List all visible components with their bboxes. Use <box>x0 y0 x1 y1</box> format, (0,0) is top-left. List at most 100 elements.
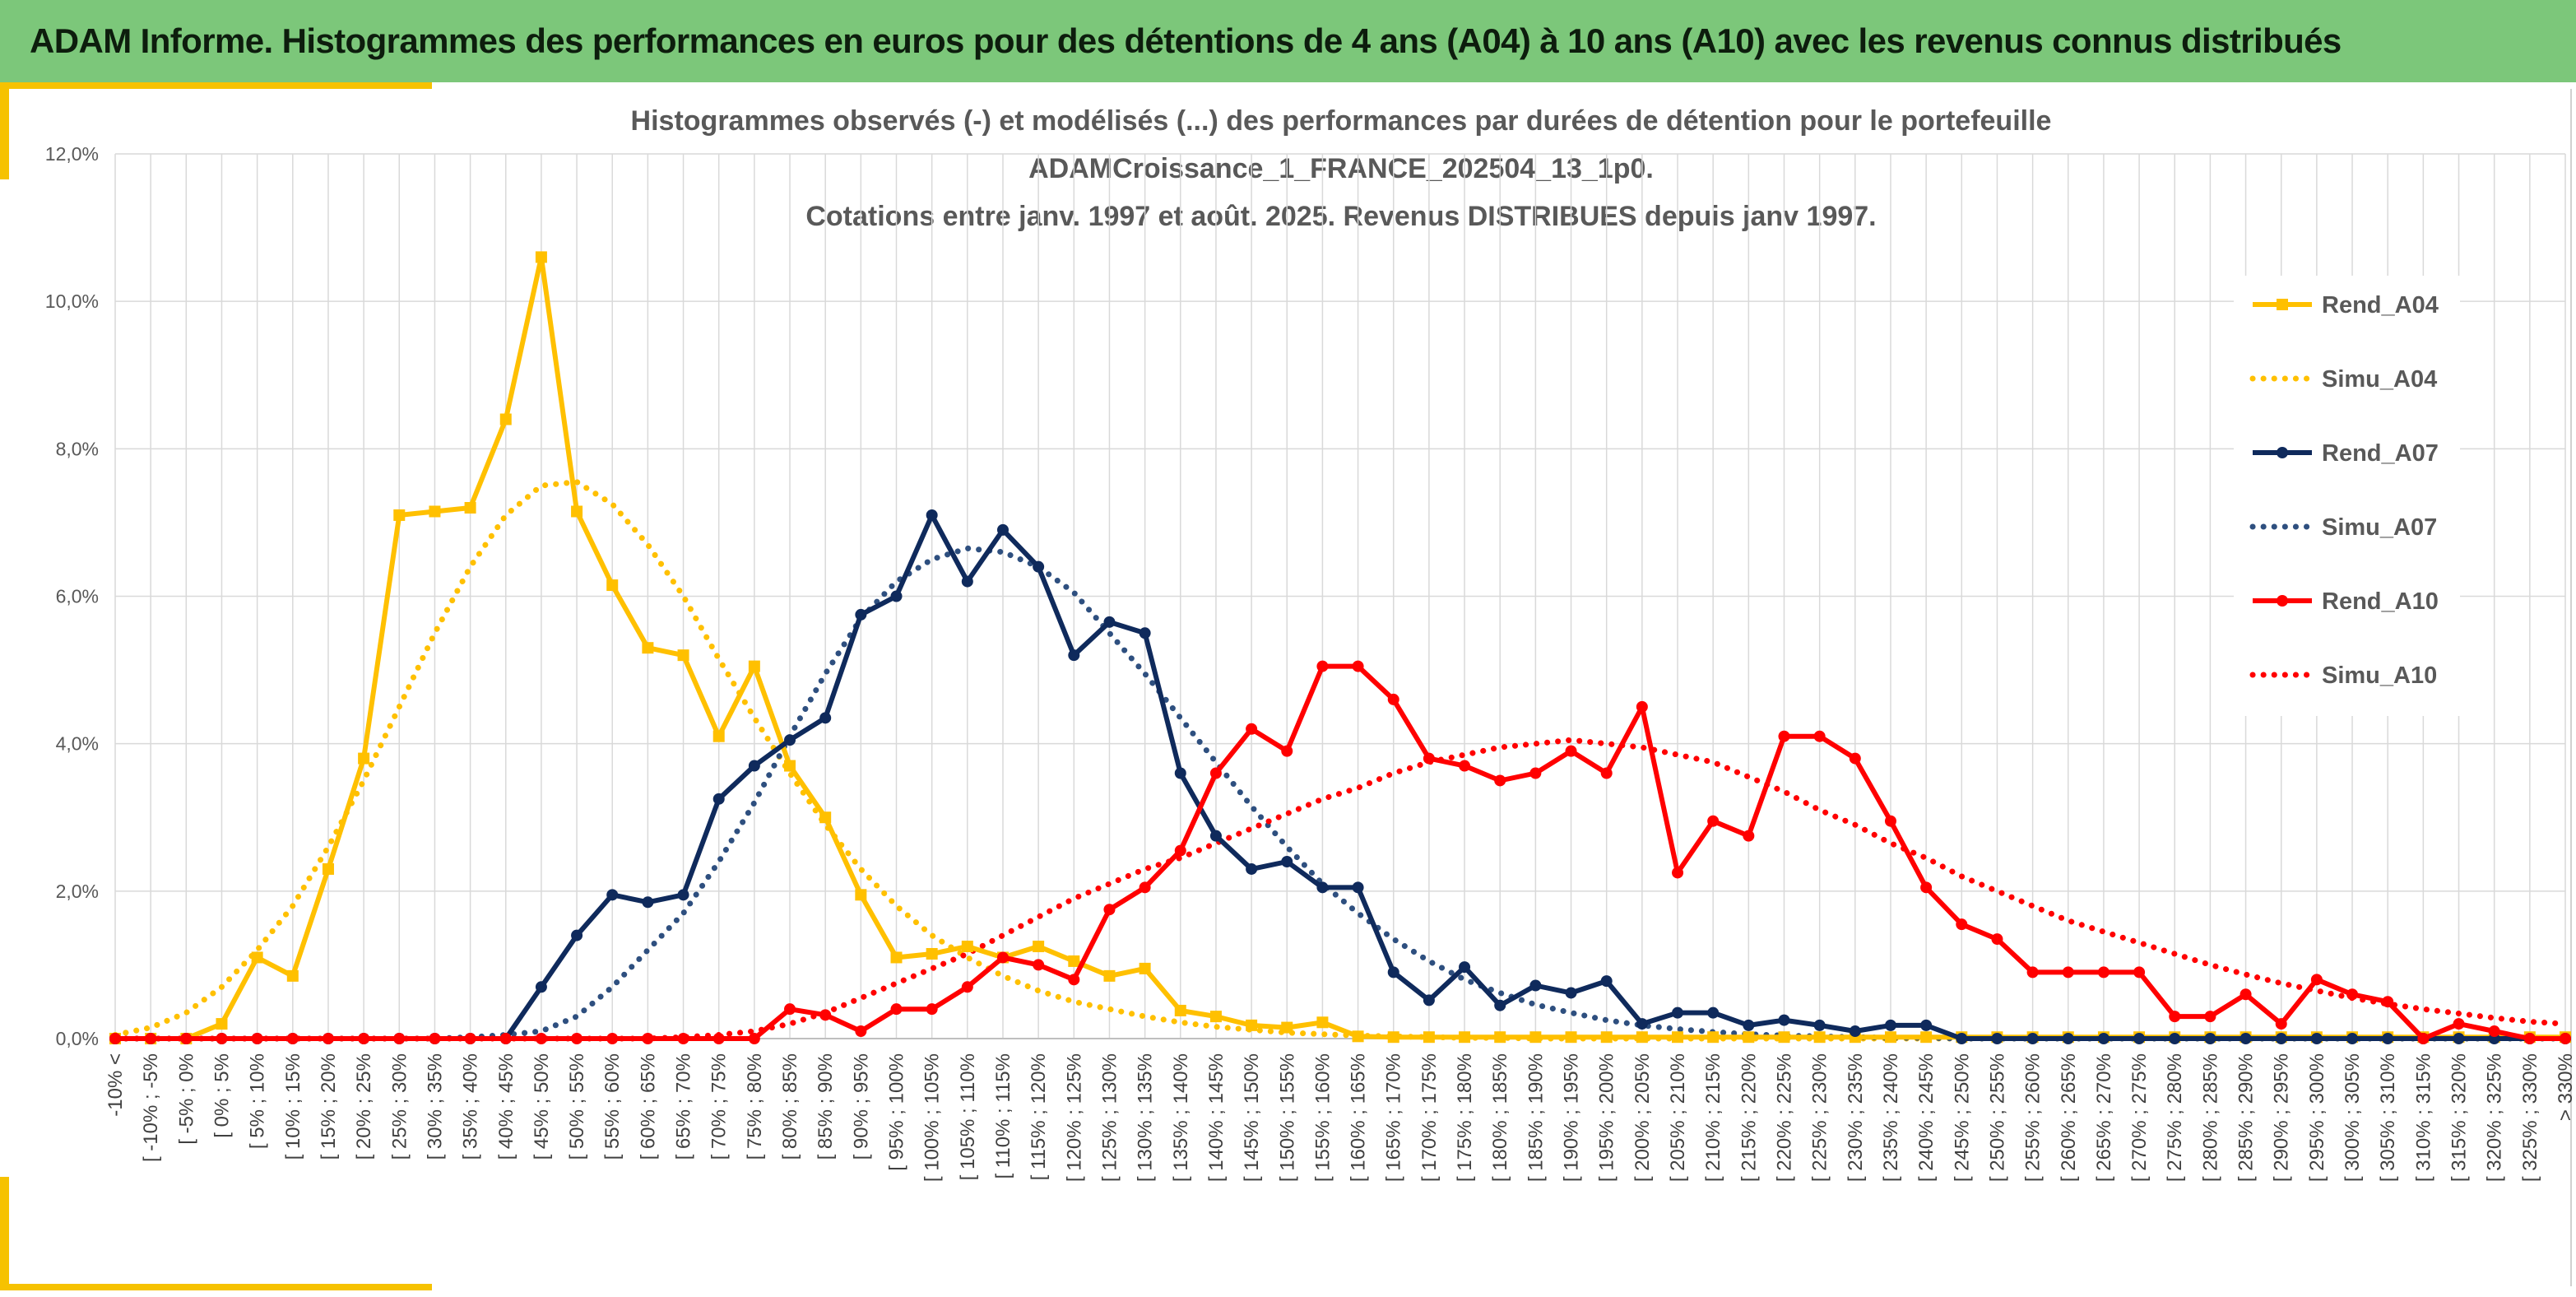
data-point <box>1246 862 1258 875</box>
legend-box <box>2234 276 2460 716</box>
data-point <box>784 734 796 746</box>
x-tick-label: [ 80% ; 85% <box>779 1053 801 1160</box>
x-tick-label: [ 185% ; 190% <box>1525 1053 1547 1182</box>
data-point <box>855 608 867 621</box>
data-point <box>1494 774 1506 787</box>
chart-title-line-1: Histogrammes observés (-) et modélisés (… <box>631 105 2052 137</box>
data-point <box>1459 1031 1471 1044</box>
data-point <box>2133 966 2146 979</box>
x-tick-label: > 330% <box>2555 1053 2576 1121</box>
x-tick-label: [ 225% ; 230% <box>1809 1053 1831 1182</box>
data-point <box>1849 1025 1861 1038</box>
y-tick-label: 8,0% <box>56 438 99 459</box>
x-tick-label: [ 40% ; 45% <box>495 1053 518 1160</box>
data-point <box>499 1033 512 1044</box>
data-point <box>819 811 832 824</box>
x-tick-label: [ 145% ; 150% <box>1241 1053 1263 1182</box>
accent-bar-top <box>0 82 432 89</box>
data-point <box>1529 979 1542 992</box>
data-point <box>1778 1014 1790 1026</box>
data-point <box>1209 767 1222 779</box>
chart-legend: Rend_A04 Simu_A04 Rend_A07 Simu_A07 Rend_A10… <box>2234 276 2460 716</box>
data-point <box>677 1033 689 1044</box>
series-rend-a04 <box>109 251 2571 1044</box>
data-point <box>606 889 619 901</box>
data-point <box>1033 560 1045 573</box>
data-point <box>535 981 547 993</box>
legend-marker <box>2277 299 2288 310</box>
data-point <box>1529 767 1542 779</box>
accent-bar-left-top <box>0 82 9 179</box>
series-simu-a04 <box>112 478 2569 1042</box>
data-point <box>1565 987 1577 999</box>
data-point <box>2097 1033 2110 1044</box>
x-tick-label: [ 65% ; 70% <box>673 1053 695 1160</box>
accent-bar-left-bottom <box>0 1177 9 1290</box>
legend-item-simu-a10: Simu_A10 <box>2249 662 2437 689</box>
data-point <box>145 1033 157 1044</box>
x-tick-label: [ 165% ; 170% <box>1383 1053 1405 1182</box>
x-tick-label: [ 265% ; 270% <box>2093 1053 2115 1182</box>
legend-item-simu-a04: Simu_A04 <box>2249 366 2437 393</box>
accent-bar-bottom <box>0 1284 432 1290</box>
x-tick-label: [ 55% ; 60% <box>601 1053 624 1160</box>
data-point <box>216 1018 228 1030</box>
data-point <box>2453 1018 2465 1030</box>
series-line-rend_a10 <box>115 663 2565 1041</box>
data-point <box>2133 1033 2146 1044</box>
x-tick-label: [ 270% ; 275% <box>2128 1053 2151 1182</box>
data-point <box>642 642 654 654</box>
data-point <box>1672 867 1684 879</box>
data-point <box>926 1003 938 1016</box>
x-tick-label: [ 45% ; 50% <box>531 1053 553 1160</box>
x-tick-label: [ 10% ; 15% <box>282 1053 304 1160</box>
data-point <box>1849 752 1861 765</box>
x-tick-label: [ 190% ; 195% <box>1561 1053 1583 1182</box>
data-point <box>1707 815 1720 827</box>
data-point <box>1281 856 1293 867</box>
data-point <box>1884 1031 1896 1044</box>
data-point <box>1494 1031 1506 1044</box>
x-tick-label: [ 290% ; 295% <box>2271 1053 2293 1182</box>
x-tick-label: [ 110% ; 115% <box>992 1053 1014 1179</box>
legend-label: Simu_A10 <box>2322 662 2437 689</box>
x-tick-label: [ 95% ; 100% <box>886 1053 908 1171</box>
x-tick-label: [ 135% ; 140% <box>1170 1053 1192 1182</box>
data-point <box>642 1033 654 1044</box>
data-point <box>1743 830 1755 842</box>
legend-label: Simu_A07 <box>2322 514 2437 541</box>
chart-title-line-3: Cotations entre janv. 1997 et août. 2025… <box>805 201 1876 232</box>
data-point <box>2239 988 2252 1001</box>
data-point <box>322 1033 334 1044</box>
data-point <box>1672 1031 1684 1044</box>
data-point <box>677 889 689 901</box>
data-point <box>819 712 832 724</box>
data-point <box>2560 1033 2571 1044</box>
x-tick-label: [ 315% ; 320% <box>2448 1053 2471 1182</box>
data-point <box>1459 961 1471 974</box>
series-rend-a07 <box>109 509 2571 1044</box>
data-point <box>2239 1033 2252 1044</box>
data-point <box>1068 649 1080 662</box>
data-point <box>2169 1011 2181 1023</box>
legend-label: Rend_A07 <box>2322 440 2439 467</box>
x-tick-label: [ 60% ; 65% <box>637 1053 659 1160</box>
data-point <box>1813 1019 1826 1031</box>
data-point <box>2310 974 2323 986</box>
x-tick-label: [ 70% ; 75% <box>708 1053 731 1160</box>
data-point <box>393 1033 406 1044</box>
legend-marker <box>2277 595 2288 607</box>
data-point <box>2169 1033 2181 1044</box>
data-point <box>1672 1006 1684 1019</box>
data-point <box>1920 1019 1933 1031</box>
data-point <box>2346 988 2359 1001</box>
data-point <box>855 889 867 901</box>
x-tick-label: [ 140% ; 145% <box>1205 1053 1228 1182</box>
series-line-rend_a07 <box>115 513 2565 1041</box>
data-point <box>1316 1016 1329 1029</box>
data-point <box>571 1033 583 1044</box>
data-point <box>926 509 938 521</box>
chart-title: Histogrammes observés (-) et modélisés (… <box>631 105 2052 232</box>
x-tick-label: [ 195% ; 200% <box>1596 1053 1618 1182</box>
